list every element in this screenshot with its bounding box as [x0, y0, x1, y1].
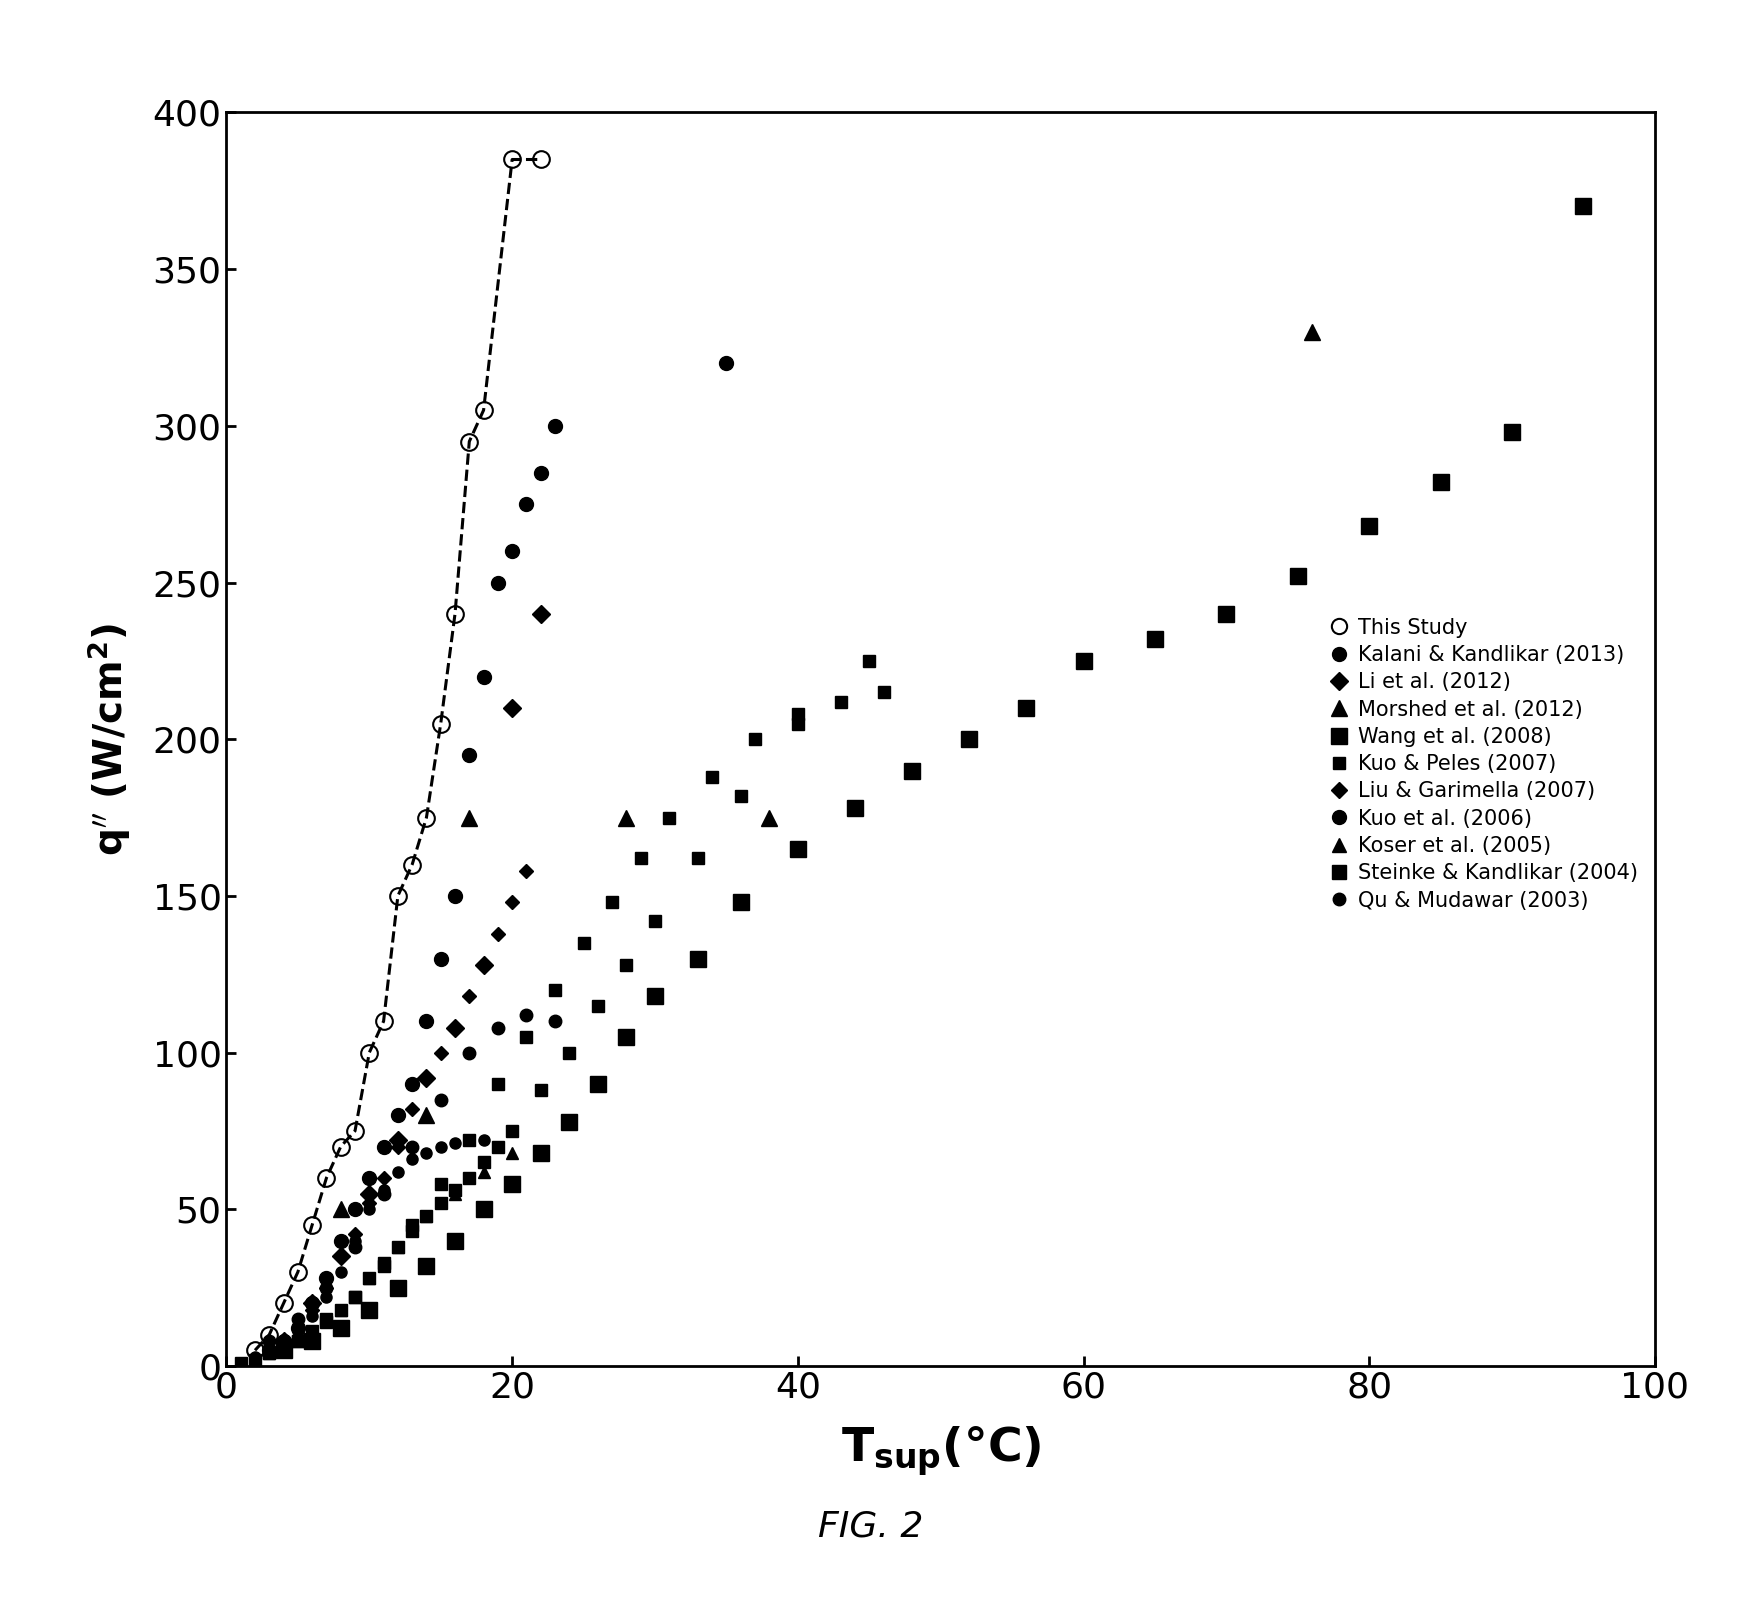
Y-axis label: $\mathbf{q''}$ $\mathbf{(W/cm^2)}$: $\mathbf{q''}$ $\mathbf{(W/cm^2)}$	[85, 624, 132, 855]
X-axis label: $\mathbf{T_{sup}}$(°C): $\mathbf{T_{sup}}$(°C)	[840, 1424, 1042, 1478]
Text: FIG. 2: FIG. 2	[819, 1509, 923, 1544]
Legend: This Study, Kalani & Kandlikar (2013), Li et al. (2012), Morshed et al. (2012), : This Study, Kalani & Kandlikar (2013), L…	[1322, 611, 1644, 918]
